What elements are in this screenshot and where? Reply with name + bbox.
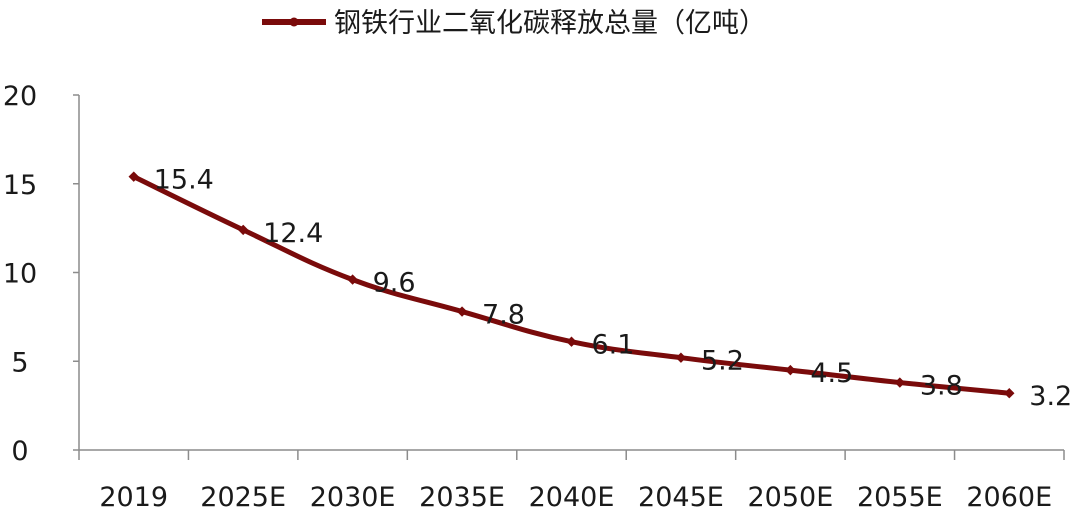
data-label: 3.2 [1029,381,1072,412]
data-point [347,274,358,285]
series-group [128,171,1015,399]
x-tick-label: 2035E [419,482,505,513]
data-point [894,377,906,388]
data-point [128,171,139,182]
data-point [237,224,249,236]
x-tick-label: 2050E [747,482,833,513]
x-tick-label: 2030E [310,482,396,513]
legend: 钢铁行业二氧化碳释放总量（亿吨） [262,8,766,39]
data-label: 3.8 [920,371,963,402]
data-label: 5.2 [701,346,744,377]
y-tick-label: 10 [3,259,37,290]
data-point [456,306,468,317]
data-point [1004,387,1015,399]
x-axis: 2019 2025E 2030E 2035E 2040E 2045E 2050E 2055E 2… [78,449,1065,513]
y-tick-label: 15 [3,170,37,201]
legend-label: 钢铁行业二氧化碳释放总量（亿吨） [334,8,766,39]
data-label: 12.4 [263,218,323,249]
series-line [131,174,1012,396]
data-label: 7.8 [482,300,525,331]
y-tick-label: 5 [11,347,28,378]
x-tick-label: 2055E [857,482,943,513]
data-label: 15.4 [154,165,214,196]
y-tick-label: 0 [11,436,28,467]
x-tick-label: 2045E [638,482,724,513]
data-label: 4.5 [810,358,853,389]
x-tick-label: 2060E [966,482,1052,513]
x-tick-label: 2025E [200,482,286,513]
data-point [675,352,687,363]
data-labels-group: 15.4 12.4 9.6 7.8 6.1 5.2 4.5 3.8 3.2 [154,165,1073,413]
legend-marker [289,17,299,27]
data-point [566,336,577,347]
data-label: 6.1 [592,330,635,361]
x-tick-label: 2040E [529,482,615,513]
data-point [785,364,796,376]
data-label: 9.6 [373,268,416,299]
x-tick-label: 2019 [99,482,168,513]
y-axis: 0 5 10 15 20 [3,81,80,467]
y-tick-label: 20 [3,81,37,112]
